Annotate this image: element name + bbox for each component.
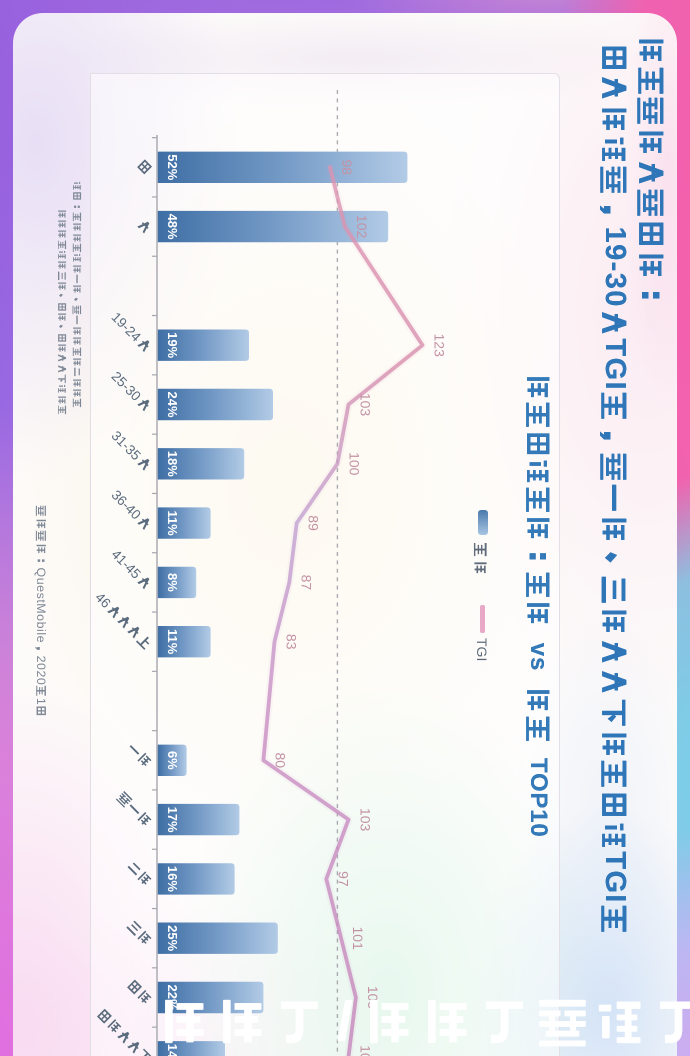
svg-text:101: 101 (350, 927, 366, 951)
svg-text:46: 46 (92, 590, 113, 611)
svg-text:89: 89 (306, 515, 322, 531)
svg-text:41-45: 41-45 (109, 547, 144, 582)
svg-text:103: 103 (358, 808, 374, 832)
svg-text:25-30: 25-30 (109, 369, 145, 405)
svg-text:11%: 11% (165, 629, 180, 655)
svg-text:11%: 11% (165, 510, 180, 536)
svg-text:98: 98 (339, 160, 355, 176)
svg-text:80: 80 (272, 753, 288, 769)
svg-text:16%: 16% (165, 866, 180, 892)
svg-text:103: 103 (358, 393, 374, 417)
svg-text:48%: 48% (165, 214, 180, 240)
svg-text:97: 97 (335, 871, 351, 887)
svg-text:17%: 17% (165, 807, 180, 833)
svg-text:36-40: 36-40 (109, 487, 145, 523)
svg-text:103: 103 (358, 1045, 374, 1056)
svg-text:105: 105 (365, 986, 381, 1010)
svg-text:83: 83 (284, 634, 300, 650)
svg-text:6%: 6% (165, 751, 180, 770)
svg-text:19%: 19% (165, 332, 180, 358)
svg-text:18%: 18% (165, 451, 180, 477)
svg-text:8%: 8% (165, 573, 180, 592)
svg-text:31-35: 31-35 (109, 428, 144, 463)
svg-text:25%: 25% (165, 925, 180, 951)
svg-text:102: 102 (354, 215, 370, 239)
svg-text:123: 123 (432, 334, 448, 358)
svg-text:100: 100 (346, 452, 362, 476)
svg-text:52%: 52% (165, 154, 180, 180)
svg-text:87: 87 (298, 575, 314, 591)
svg-text:24%: 24% (165, 391, 180, 417)
svg-text:19-24: 19-24 (109, 309, 145, 345)
svg-text:14%: 14% (165, 1044, 180, 1056)
